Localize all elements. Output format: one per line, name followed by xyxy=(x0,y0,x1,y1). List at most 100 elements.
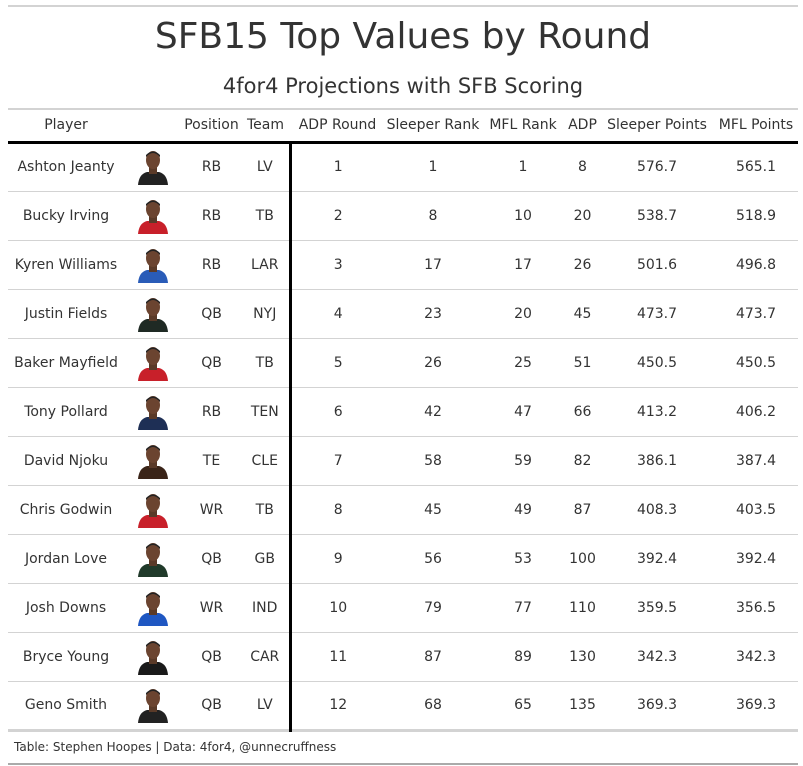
position-cell: QB xyxy=(201,354,222,371)
sleeper-points-cell: 342.3 xyxy=(636,648,678,665)
adp-cell: 100 xyxy=(569,550,596,567)
table-row: Chris Godwin WR TB 8 45 49 87 408.3 403.5 xyxy=(8,485,798,534)
team-cell: CLE xyxy=(241,436,292,485)
player-cell: Josh Downs xyxy=(25,599,107,616)
table-row: David Njoku TE CLE 7 58 59 82 386.1 387.4 xyxy=(8,436,798,485)
col-header-adp: ADP xyxy=(568,117,597,134)
mfl-rank-cell: 49 xyxy=(514,501,532,518)
mfl-points-cell: 387.4 xyxy=(735,452,777,469)
team-cell: NYJ xyxy=(241,289,292,338)
player-headshot-icon xyxy=(138,199,168,234)
position-cell: RB xyxy=(201,207,222,224)
col-header-adp-round: ADP Round xyxy=(298,117,377,134)
team-cell: TB xyxy=(241,191,292,240)
mfl-points-cell: 403.5 xyxy=(735,501,777,518)
sleeper-rank-cell: 45 xyxy=(424,501,442,518)
sleeper-points-cell: 413.2 xyxy=(636,403,678,420)
headshot-cell xyxy=(124,142,182,191)
sleeper-rank-cell: 1 xyxy=(428,159,438,175)
table-row: Josh Downs WR IND 10 79 77 110 359.5 356.5 xyxy=(8,583,798,632)
sleeper-rank-cell: 87 xyxy=(424,648,442,665)
bottom-rule xyxy=(8,763,798,765)
table-row: Tony Pollard RB TEN 6 42 47 66 413.2 406.2 xyxy=(8,387,798,436)
adp-cell: 87 xyxy=(573,501,592,518)
sleeper-points-cell: 576.7 xyxy=(636,159,678,175)
table-row: Geno Smith QB LV 12 68 65 135 369.3 369.3 xyxy=(8,681,798,730)
position-cell: QB xyxy=(201,305,222,322)
mfl-points-cell: 496.8 xyxy=(735,256,777,273)
adp-round-cell: 1 xyxy=(333,159,343,175)
position-cell: QB xyxy=(201,697,222,713)
top-rule xyxy=(8,5,798,7)
mfl-points-cell: 369.3 xyxy=(735,697,777,713)
mfl-rank-cell: 65 xyxy=(514,697,532,713)
sleeper-rank-cell: 79 xyxy=(424,599,442,616)
mfl-points-cell: 473.7 xyxy=(735,305,777,322)
table-row: Justin Fields QB NYJ 4 23 20 45 473.7 473.7 xyxy=(8,289,798,338)
col-header-mfl-points: MFL Points xyxy=(718,117,794,134)
adp-cell: 110 xyxy=(569,599,596,616)
headshot-cell xyxy=(124,387,182,436)
player-cell: Bucky Irving xyxy=(22,207,110,224)
col-header-mfl-rank: MFL Rank xyxy=(489,117,557,134)
table-row: Baker Mayfield QB TB 5 26 25 51 450.5 450.5 xyxy=(8,338,798,387)
adp-round-cell: 9 xyxy=(333,550,343,567)
sleeper-rank-cell: 58 xyxy=(424,452,442,469)
table-row: Jordan Love QB GB 9 56 53 100 392.4 392.4 xyxy=(8,534,798,583)
sleeper-rank-cell: 68 xyxy=(424,697,442,713)
sleeper-rank-cell: 8 xyxy=(428,207,438,224)
team-cell: LV xyxy=(241,142,292,191)
mfl-points-cell: 392.4 xyxy=(735,550,777,567)
mfl-points-cell: 565.1 xyxy=(735,159,777,175)
mfl-points-cell: 450.5 xyxy=(735,354,777,371)
player-headshot-icon xyxy=(138,395,168,430)
position-cell: RB xyxy=(201,403,222,420)
player-cell: Kyren Williams xyxy=(14,256,118,273)
header-row: Player Position Team ADP Round Sleeper R… xyxy=(8,109,798,142)
headshot-cell xyxy=(124,289,182,338)
table-row: Kyren Williams RB LAR 3 17 17 26 501.6 496.8 xyxy=(8,240,798,289)
player-cell: Bryce Young xyxy=(22,648,110,665)
table-subtitle: 4for4 Projections with SFB Scoring xyxy=(222,74,584,98)
mfl-points-cell: 518.9 xyxy=(735,207,777,224)
sleeper-rank-cell: 23 xyxy=(424,305,442,322)
mfl-points-cell: 356.5 xyxy=(735,599,777,616)
player-headshot-icon xyxy=(138,542,168,577)
mfl-rank-cell: 89 xyxy=(514,648,532,665)
position-cell: WR xyxy=(199,501,224,518)
col-header-player: Player xyxy=(44,117,88,134)
headshot-cell xyxy=(124,191,182,240)
table-title: SFB15 Top Values by Round xyxy=(154,16,652,57)
position-cell: RB xyxy=(201,256,222,273)
player-cell: Ashton Jeanty xyxy=(17,159,115,175)
team-cell: GB xyxy=(241,534,292,583)
adp-cell: 66 xyxy=(573,403,592,420)
mfl-rank-cell: 53 xyxy=(514,550,532,567)
position-cell: TE xyxy=(202,452,221,469)
player-headshot-icon xyxy=(138,493,168,528)
table-row: Bryce Young QB CAR 11 87 89 130 342.3 342.3 xyxy=(8,632,798,681)
table-row: Ashton Jeanty RB LV 1 1 1 8 576.7 565.1 xyxy=(8,142,798,191)
player-headshot-icon xyxy=(138,444,168,479)
sleeper-points-cell: 369.3 xyxy=(636,697,678,713)
adp-cell: 20 xyxy=(573,207,592,224)
team-cell: IND xyxy=(241,583,292,632)
sleeper-rank-cell: 17 xyxy=(424,256,442,273)
sleeper-points-cell: 408.3 xyxy=(636,501,678,518)
adp-round-cell: 12 xyxy=(329,697,348,713)
player-cell: Jordan Love xyxy=(24,550,107,567)
position-cell: QB xyxy=(201,648,222,665)
sleeper-points-cell: 386.1 xyxy=(636,452,678,469)
player-cell: Chris Godwin xyxy=(19,501,113,518)
sleeper-rank-cell: 42 xyxy=(424,403,442,420)
adp-round-cell: 2 xyxy=(333,207,343,224)
mfl-rank-cell: 1 xyxy=(518,159,528,175)
adp-cell: 51 xyxy=(573,354,592,371)
position-cell: QB xyxy=(201,550,222,567)
player-cell: David Njoku xyxy=(23,452,109,469)
adp-cell: 26 xyxy=(573,256,592,273)
table-row: Bucky Irving RB TB 2 8 10 20 538.7 518.9 xyxy=(8,191,798,240)
sleeper-rank-cell: 26 xyxy=(424,354,442,371)
headshot-cell xyxy=(124,240,182,289)
source-note: Table: Stephen Hoopes | Data: 4for4, @un… xyxy=(14,740,337,754)
